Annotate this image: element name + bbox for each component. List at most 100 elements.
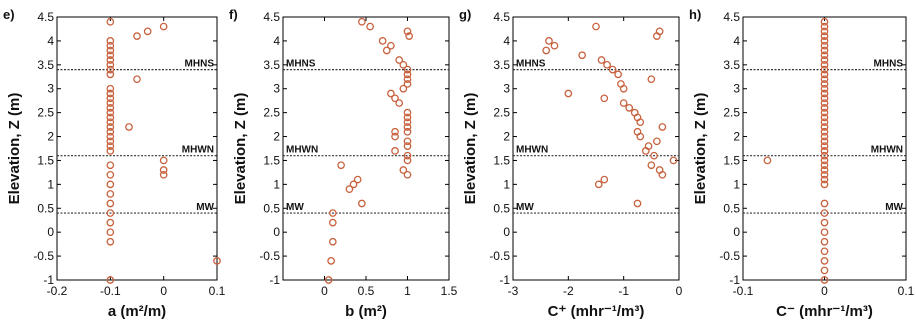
x-tick-label: -2 — [563, 284, 574, 298]
data-point — [159, 170, 168, 179]
data-point — [641, 147, 650, 155]
data-point — [106, 17, 115, 26]
panel-label: h) — [689, 7, 701, 22]
y-tick-label: -1 — [499, 273, 510, 287]
data-point — [391, 94, 399, 103]
data-point — [578, 51, 587, 60]
data-point — [403, 151, 412, 160]
y-tick-label: 4 — [273, 34, 280, 48]
y-tick-label: 1.5 — [493, 153, 510, 167]
data-point — [820, 266, 829, 275]
y-tick-label: 2.5 — [263, 106, 280, 120]
y-tick-label: 1 — [47, 177, 54, 191]
data-point — [597, 56, 606, 64]
data-point — [106, 118, 115, 127]
y-tick-label: 1 — [733, 177, 740, 191]
data-point — [636, 132, 645, 141]
y-tick-label: 2 — [47, 130, 54, 144]
data-point — [159, 22, 168, 31]
y-tick-label: 2 — [503, 130, 510, 144]
data-point — [106, 132, 115, 141]
x-axis-label: b (m²) — [345, 303, 387, 320]
data-point — [820, 175, 829, 184]
data-point — [603, 60, 611, 69]
y-tick-label: 3.5 — [723, 58, 740, 72]
data-point — [159, 156, 168, 165]
y-tick-label: 3 — [47, 82, 54, 96]
data-point — [378, 37, 387, 45]
data-point — [820, 237, 829, 246]
data-point — [820, 94, 829, 103]
y-tick-label: 0 — [47, 225, 54, 239]
y-tick-label: 0 — [273, 225, 280, 239]
data-point — [391, 132, 399, 141]
y-tick-label: 0 — [733, 225, 740, 239]
data-point — [820, 142, 829, 150]
data-point — [820, 127, 829, 136]
data-point — [647, 161, 656, 170]
data-point — [763, 156, 772, 165]
x-tick-label: 0 — [160, 284, 167, 298]
y-tick-label: -1 — [43, 273, 54, 287]
reference-line-label: MHWN — [286, 145, 318, 156]
y-tick-label: 2.5 — [37, 106, 54, 120]
plot-frame — [512, 16, 680, 281]
y-tick-label: 0 — [503, 225, 510, 239]
data-point — [403, 27, 412, 36]
data-point — [106, 170, 115, 179]
reference-line-label: MHNS — [516, 59, 546, 70]
data-point — [820, 17, 829, 26]
data-point — [403, 118, 412, 127]
data-point — [213, 257, 221, 265]
data-point — [658, 123, 667, 131]
data-point — [653, 137, 661, 146]
x-tick-label: -0.1 — [733, 284, 754, 298]
data-point — [669, 156, 678, 165]
data-point — [106, 46, 115, 55]
y-tick-label: 2.5 — [493, 106, 510, 120]
data-point — [106, 137, 115, 146]
data-point — [600, 94, 609, 103]
y-tick-label: 4.5 — [37, 10, 54, 24]
data-point — [106, 190, 115, 198]
reference-line-label: MW — [286, 202, 304, 213]
data-point — [403, 142, 412, 150]
data-point — [820, 118, 829, 127]
data-point — [820, 113, 829, 122]
data-point — [403, 170, 412, 179]
y-tick-label: -0.5 — [489, 249, 510, 263]
y-tick-label: 2.5 — [723, 106, 740, 120]
data-point — [324, 276, 333, 284]
data-point — [650, 151, 658, 160]
x-tick-label: 0 — [321, 284, 328, 298]
data-point — [820, 170, 829, 179]
x-tick-label: 0.1 — [209, 284, 226, 298]
y-tick-label: 1.5 — [723, 153, 740, 167]
chart-panel-3: -1 -0.5 0 0.5 1 1.5 2 2.5 3 3.5 4 4.5 -3 -2 -1 0 MHNS MHW… — [459, 7, 683, 320]
data-point — [820, 199, 829, 208]
reference-line-label: MHNS — [286, 59, 316, 70]
data-point — [403, 80, 412, 88]
data-point — [608, 65, 617, 74]
data-point — [820, 65, 829, 74]
data-point — [600, 175, 609, 184]
y-tick-label: 3.5 — [37, 58, 54, 72]
data-point — [820, 51, 829, 60]
y-tick-label: 0.5 — [37, 201, 54, 215]
data-point — [403, 70, 412, 79]
x-axis-label: a (m²/m) — [108, 303, 166, 320]
data-point — [820, 161, 829, 170]
x-axis-label: C⁻ (mhr⁻¹/m³) — [776, 303, 873, 320]
data-point — [403, 108, 412, 117]
y-tick-label: 0.5 — [723, 201, 740, 215]
data-point — [820, 70, 829, 79]
reference-line-label: MHWN — [871, 145, 903, 156]
data-point — [619, 84, 628, 93]
data-point — [349, 180, 358, 189]
y-axis-label: Elevation, Z (m) — [6, 93, 23, 205]
reference-line-label: MHWN — [182, 145, 214, 156]
data-point — [159, 166, 168, 174]
x-tick-label: 0 — [676, 284, 683, 298]
y-tick-label: 2 — [733, 130, 740, 144]
data-point — [614, 70, 622, 79]
